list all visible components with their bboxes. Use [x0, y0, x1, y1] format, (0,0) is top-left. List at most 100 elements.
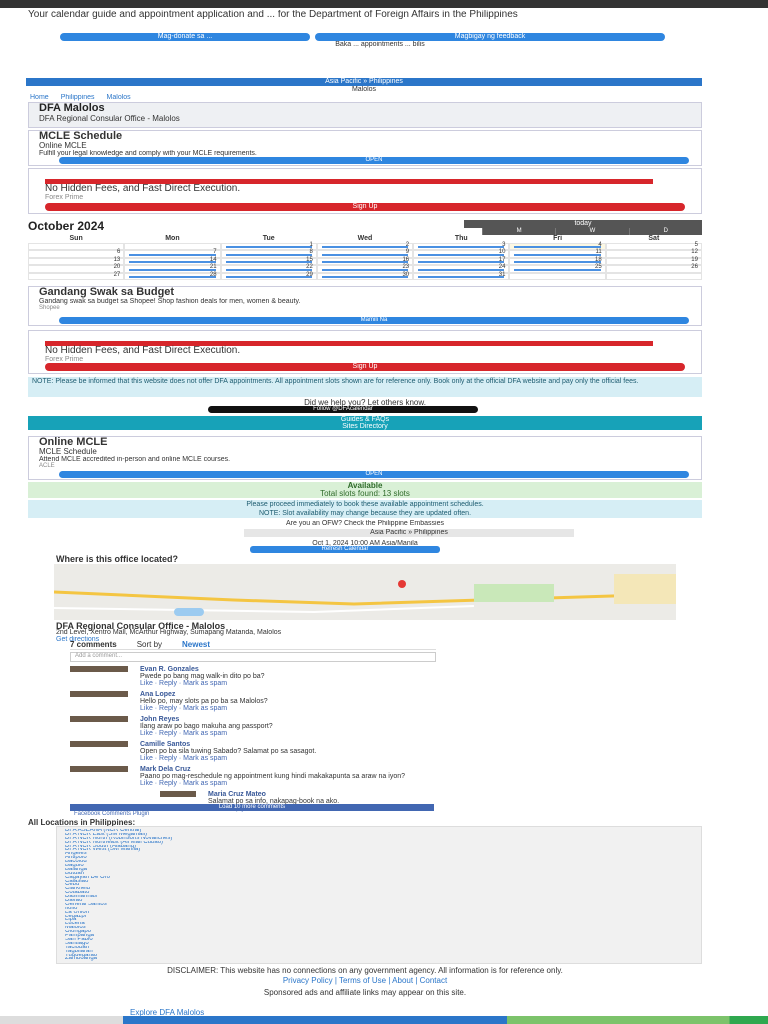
- location-link[interactable]: Cebu: [65, 883, 80, 888]
- breadcrumb-item[interactable]: Malolos: [106, 94, 131, 101]
- card-button[interactable]: OPEN: [59, 157, 689, 164]
- footer-links[interactable]: Privacy Policy | Terms of Use | About | …: [282, 976, 448, 985]
- weekday: Mon: [165, 235, 180, 242]
- location-link[interactable]: DFA NCR South (Alabang): [65, 844, 137, 849]
- avatar: [70, 766, 128, 772]
- day-cell: 3: [413, 242, 510, 251]
- location-link[interactable]: DFA NCR Northeast (Ali Mall Cubao): [65, 840, 164, 845]
- slot-bar: [418, 261, 505, 264]
- refresh-button[interactable]: Refresh Calendar: [250, 546, 440, 553]
- location-link[interactable]: General Santos: [65, 902, 107, 907]
- location-link[interactable]: Lucena: [65, 922, 85, 927]
- view-button[interactable]: D: [628, 228, 702, 235]
- location-link[interactable]: DFA NCR North (Robinsons Novaliches): [65, 836, 173, 841]
- location-link[interactable]: Davao: [65, 899, 83, 903]
- card-button[interactable]: OPEN: [59, 471, 689, 478]
- ad: No Hidden Fees, and Fast Direct Executio…: [28, 330, 702, 374]
- location-link[interactable]: Balanga: [65, 867, 88, 872]
- load-more[interactable]: Load 10 more comments: [70, 804, 434, 811]
- location-link[interactable]: Tuguegarao: [65, 953, 98, 958]
- comment-actions[interactable]: Like · Reply · Mark as spam: [140, 680, 228, 687]
- location-link[interactable]: La Union: [65, 910, 90, 915]
- ad-button[interactable]: Sign Up: [45, 203, 685, 211]
- location-link[interactable]: San Pablo: [65, 937, 93, 942]
- card: Online MCLE MCLE Schedule Attend MCLE accr…: [28, 436, 702, 480]
- location-link[interactable]: Olongapo: [65, 930, 92, 935]
- location-link[interactable]: Cotabato: [65, 891, 90, 896]
- location-link[interactable]: Baguio: [65, 864, 84, 868]
- day-number: 29: [306, 271, 313, 278]
- ad-button[interactable]: Sign Up: [45, 363, 685, 371]
- comment-actions[interactable]: Like · Reply · Mark as spam: [140, 730, 228, 737]
- location-link[interactable]: Lipa: [65, 918, 77, 923]
- location-link[interactable]: Clarkfield: [65, 887, 91, 892]
- location-link[interactable]: DFA ASEANA (NCR Central): [65, 829, 142, 833]
- comment-actions[interactable]: Like · Reply · Mark as spam: [140, 780, 228, 787]
- view-button[interactable]: W: [555, 228, 629, 235]
- comment-actions[interactable]: Like · Reply · Mark as spam: [140, 755, 228, 762]
- city[interactable]: Malolos: [351, 86, 377, 93]
- link-bar[interactable]: Sites Directory: [28, 423, 702, 430]
- day-number: 5: [694, 242, 698, 248]
- location-link[interactable]: Malolos: [65, 926, 86, 931]
- ofw-text: Are you an OFW? Check the Philippine Emb…: [286, 520, 444, 527]
- comment-author: Camille Santos: [140, 741, 191, 748]
- location-link[interactable]: DFA NCR East (SM Megamall): [65, 832, 148, 837]
- day-cell: 12: [605, 249, 702, 258]
- location-link[interactable]: Calasiao: [65, 879, 89, 884]
- location-link[interactable]: Iloilo: [65, 906, 78, 911]
- location-link[interactable]: Santiago: [65, 941, 89, 946]
- location-link[interactable]: Tagbilaran: [65, 949, 93, 954]
- slot-bar: [418, 246, 505, 249]
- location-link[interactable]: Dasmariñas: [65, 895, 98, 900]
- breadcrumb-item[interactable]: Philippines: [60, 94, 95, 101]
- day-cell: 14: [124, 257, 221, 266]
- day-cell: 24: [413, 264, 510, 273]
- comment: Mark Dela Cruz Paano po mag-reschedule ng…: [70, 766, 436, 787]
- view-button[interactable]: M: [482, 228, 556, 235]
- location-link[interactable]: Cagayan De Oro: [65, 875, 111, 880]
- comment-actions[interactable]: Like · Reply · Mark as spam: [140, 705, 228, 712]
- day-cell: 25: [509, 264, 606, 273]
- location-link[interactable]: Bacolod: [65, 860, 87, 865]
- today-button[interactable]: today: [464, 220, 702, 228]
- slot-bar: [129, 275, 216, 278]
- link-bar[interactable]: Guides & FAQs: [28, 416, 702, 423]
- location-link[interactable]: Antipolo: [65, 856, 87, 861]
- region-bar[interactable]: Asia Pacific » Philippines: [26, 78, 702, 86]
- comment-body: John Reyes Ilang araw po bago makuha ang …: [140, 716, 410, 737]
- day-cell: 11: [509, 249, 606, 258]
- directions[interactable]: Get directions: [56, 636, 100, 643]
- day-cell: [28, 243, 125, 251]
- comment-input[interactable]: Add a comment...: [70, 652, 436, 662]
- location-link[interactable]: Pampanga: [65, 934, 95, 938]
- feedback-button[interactable]: Magbigay ng feedback: [315, 33, 665, 41]
- location-link[interactable]: Zamboanga: [65, 957, 98, 962]
- comment-author: Maria Cruz Mateo: [208, 791, 266, 798]
- day-number: 8: [309, 249, 313, 256]
- card-button[interactable]: Mamili Na: [59, 317, 689, 324]
- day-number: 2: [405, 242, 410, 248]
- sort-order[interactable]: Newest: [182, 640, 211, 649]
- day-number: 19: [691, 256, 698, 263]
- avatar: [160, 791, 196, 797]
- day-number: 9: [405, 249, 410, 256]
- location-link[interactable]: Angeles: [65, 852, 87, 857]
- day-cell: 17: [413, 257, 510, 266]
- donate-button[interactable]: Mag-donate sa ...: [60, 33, 310, 41]
- breadcrumb-item[interactable]: Home: [30, 94, 49, 101]
- comment-author: John Reyes: [140, 716, 180, 723]
- follow-button[interactable]: Follow @DFAcalendar: [208, 406, 478, 413]
- location-link[interactable]: DFA NCR West (SM Manila): [65, 848, 141, 853]
- location-link[interactable]: Butuan: [65, 871, 85, 876]
- day-cell: 20: [28, 264, 125, 273]
- day-number: 25: [595, 264, 602, 271]
- bottom-link[interactable]: Explore DFA Malolos: [130, 1008, 205, 1017]
- day-number: 13: [113, 256, 121, 263]
- card: MCLE Schedule Online MCLE Fulfill your leg…: [28, 130, 702, 166]
- top-bar: [0, 0, 768, 8]
- weekday: Sun: [69, 235, 83, 242]
- location-link[interactable]: Tacloban: [65, 945, 90, 950]
- location-link[interactable]: Legazpi: [65, 914, 87, 919]
- ofw-region[interactable]: Asia Pacific » Philippines: [244, 529, 574, 537]
